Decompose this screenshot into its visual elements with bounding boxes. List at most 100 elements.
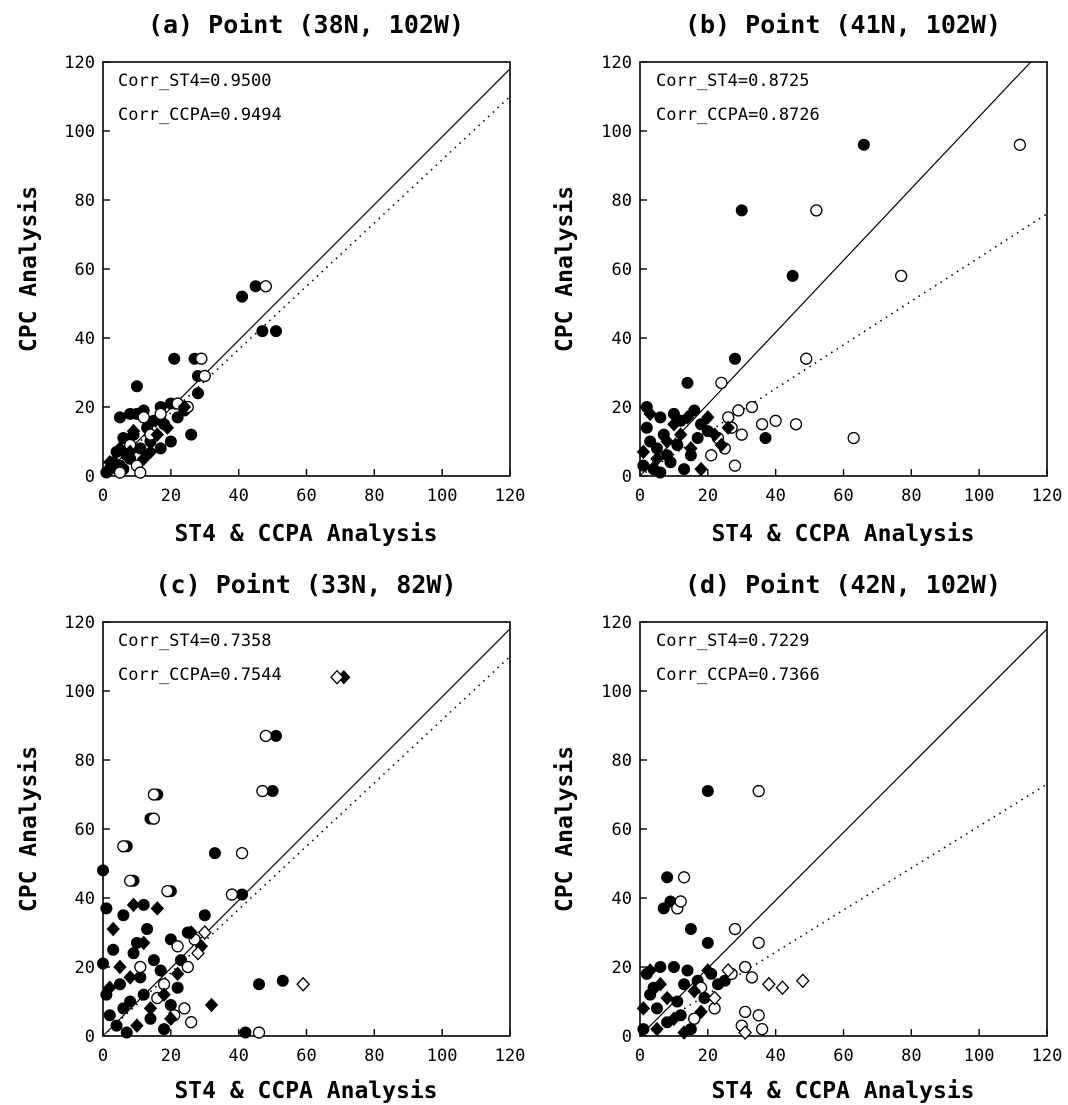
data-point-open-circle	[677, 871, 691, 884]
data-point-open-circle	[769, 414, 782, 427]
data-point-filled-circle	[266, 785, 279, 798]
x-tick-label: 100	[964, 486, 995, 506]
data-point-open-circle	[738, 960, 752, 974]
data-point-filled-diamond	[660, 990, 674, 1006]
y-tick-label: 100	[601, 682, 632, 702]
x-tick-label: 40	[228, 1046, 248, 1066]
data-point-filled-circle	[701, 785, 714, 798]
y-tick-label: 80	[612, 751, 632, 771]
x-tick-label: 100	[964, 1046, 995, 1066]
x-tick-label: 60	[296, 1046, 316, 1066]
data-point-open-diamond	[795, 973, 810, 989]
data-point-open-circle	[147, 788, 161, 801]
y-tick-label: 20	[612, 958, 632, 978]
data-point-open-circle	[134, 466, 147, 479]
panel-title: (c) Point (33N, 82W)	[155, 570, 456, 599]
y-tick-label: 60	[612, 820, 632, 840]
data-point-filled-diamond	[694, 1004, 708, 1020]
data-point-open-circle	[256, 784, 269, 798]
x-tick-label: 60	[296, 486, 316, 506]
data-point-filled-circle	[688, 404, 701, 417]
data-point-filled-circle	[236, 888, 249, 901]
y-tick-label: 100	[601, 122, 632, 142]
data-point-filled-diamond	[653, 977, 668, 992]
data-point-filled-circle	[654, 411, 667, 424]
x-tick-label: 100	[427, 486, 458, 506]
data-point-filled-diamond	[130, 1018, 144, 1033]
x-axis-label: ST4 & CCPA Analysis	[711, 521, 974, 547]
y-tick-label: 80	[75, 191, 95, 211]
x-tick-label: 60	[833, 1046, 853, 1066]
data-point-open-circle	[895, 269, 908, 283]
data-point-filled-diamond	[177, 399, 192, 415]
data-point-filled-circle	[661, 871, 674, 884]
data-point-filled-circle	[857, 138, 870, 151]
data-point-filled-circle	[158, 1023, 171, 1036]
data-point-open-circle	[745, 400, 759, 414]
data-point-filled-circle	[198, 909, 211, 922]
data-point-open-circle	[147, 812, 161, 825]
data-point-open-circle	[732, 404, 745, 417]
data-point-open-circle	[810, 204, 823, 217]
data-point-open-diamond	[707, 990, 722, 1006]
data-point-open-circle	[123, 874, 137, 887]
data-point-filled-diamond	[137, 451, 151, 466]
data-point-filled-diamond	[684, 441, 698, 456]
x-tick-label: 120	[495, 1046, 526, 1066]
y-tick-label: 0	[622, 1027, 632, 1047]
data-point-open-circle	[752, 1009, 765, 1022]
annotation-corr-ccpa: Corr_CCPA=0.7544	[118, 665, 282, 685]
y-tick-label: 0	[622, 467, 632, 487]
y-tick-label: 120	[64, 53, 95, 73]
data-point-filled-circle	[236, 290, 249, 303]
data-point-filled-circle	[256, 325, 269, 338]
data-point-open-diamond	[197, 925, 212, 940]
data-point-filled-circle	[671, 995, 684, 1008]
data-point-filled-circle	[728, 352, 741, 365]
data-point-filled-circle	[269, 729, 282, 742]
data-point-filled-diamond	[170, 966, 185, 982]
y-tick-label: 40	[612, 329, 632, 349]
panel-title: (b) Point (41N, 102W)	[685, 10, 1001, 39]
data-point-filled-diamond	[123, 444, 137, 460]
data-point-filled-circle	[130, 380, 143, 393]
data-point-filled-diamond	[643, 963, 657, 978]
x-tick-label: 100	[427, 1046, 458, 1066]
y-tick-label: 60	[612, 260, 632, 280]
data-point-open-diamond	[761, 976, 776, 992]
data-point-open-circle	[259, 280, 272, 293]
data-point-filled-circle	[269, 325, 282, 338]
x-tick-label: 20	[698, 1046, 718, 1066]
data-point-filled-diamond	[103, 980, 117, 995]
data-point-open-circle	[745, 971, 759, 984]
data-point-filled-diamond	[643, 406, 657, 422]
data-point-filled-diamond	[636, 1001, 651, 1016]
annotation-corr-st4: Corr_ST4=0.8725	[656, 71, 810, 91]
data-point-filled-circle	[185, 428, 198, 441]
y-tick-label: 20	[612, 398, 632, 418]
data-point-filled-circle	[107, 943, 120, 956]
data-point-filled-circle	[249, 280, 262, 293]
y-axis-label: CPC Analysis	[16, 746, 42, 912]
data-point-filled-circle	[154, 442, 167, 455]
data-point-filled-circle	[168, 352, 181, 365]
y-tick-label: 60	[75, 820, 95, 840]
data-point-filled-circle	[681, 376, 694, 389]
data-point-filled-diamond	[677, 1025, 691, 1040]
y-tick-label: 120	[601, 613, 632, 633]
y-tick-label: 0	[85, 1027, 95, 1047]
x-tick-label: 120	[1032, 1046, 1063, 1066]
data-point-open-circle	[185, 1016, 198, 1029]
x-axis-label: ST4 & CCPA Analysis	[711, 1078, 974, 1104]
data-point-filled-circle	[678, 978, 691, 991]
annotation-corr-st4: Corr_ST4=0.7229	[656, 631, 810, 651]
data-point-filled-diamond	[660, 434, 674, 449]
data-point-filled-circle	[164, 998, 177, 1011]
data-point-open-diamond	[775, 980, 790, 996]
data-point-filled-diamond	[103, 454, 117, 470]
data-point-filled-circle	[100, 902, 113, 915]
data-point-filled-circle	[664, 456, 677, 469]
y-tick-label: 100	[64, 682, 95, 702]
data-point-filled-diamond	[113, 441, 127, 456]
